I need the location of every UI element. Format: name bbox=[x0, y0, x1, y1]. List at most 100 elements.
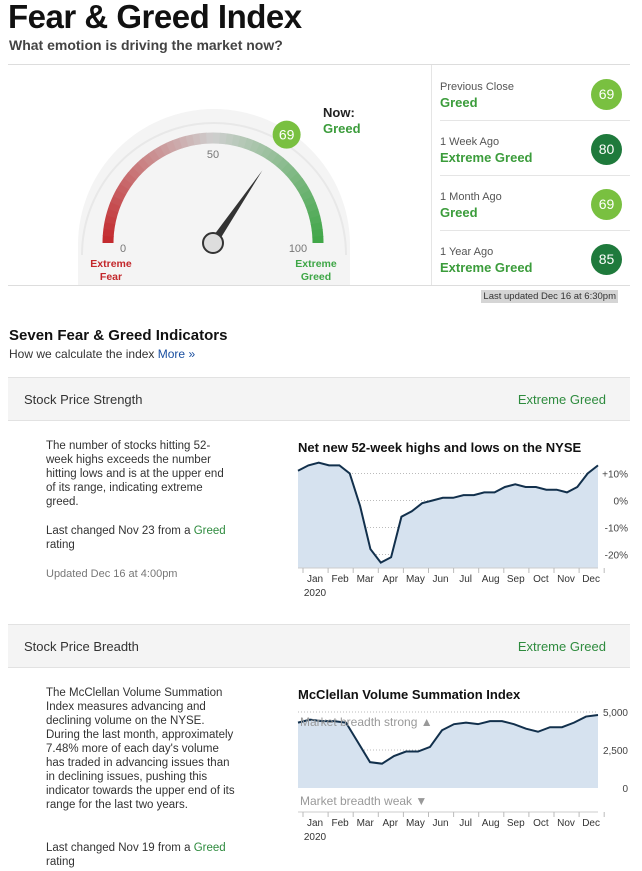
chart-x-tick-label: Apr bbox=[383, 574, 399, 585]
extreme-fear-label-1: Extreme bbox=[90, 258, 132, 270]
last-changed-rating: Greed bbox=[193, 525, 226, 537]
chart-x-tick-label: Sep bbox=[507, 574, 525, 585]
fear-greed-hero: 0 50 100 Extreme Fear Extreme Greed 69 N… bbox=[8, 64, 630, 286]
gauge-arc-segment bbox=[119, 177, 133, 190]
gauge-arc-segment bbox=[260, 146, 273, 160]
gauge-arc-segment bbox=[178, 135, 189, 149]
gauge-arc-segment bbox=[127, 166, 141, 180]
more-link[interactable]: More » bbox=[157, 347, 196, 361]
gauge-value: 69 bbox=[279, 127, 295, 143]
indicator-description: The McClellan Volume Summation Index mea… bbox=[46, 687, 235, 811]
gauge-arc-segment bbox=[132, 161, 146, 175]
indicator-description: The number of stocks hitting 52-week hig… bbox=[46, 440, 224, 508]
gauge-arc-segment bbox=[281, 162, 295, 176]
gauge-arc-segment bbox=[285, 167, 299, 181]
extreme-fear-label-2: Fear bbox=[100, 271, 122, 283]
indicator-last-changed: Last changed Nov 19 from a Greed rating bbox=[46, 841, 236, 869]
chart-series-line bbox=[297, 714, 599, 765]
chart-x-tick-label: Jul bbox=[459, 574, 472, 585]
chart-x-tick-label: Jun bbox=[432, 574, 448, 585]
indicator-name: Stock Price Strength bbox=[24, 392, 143, 407]
extreme-greed-label-1: Extreme bbox=[295, 258, 337, 270]
history-rating: Greed bbox=[440, 205, 478, 220]
chart-x-tick-label: Feb bbox=[331, 574, 349, 585]
gauge-arc-segment bbox=[243, 137, 255, 151]
gauge-arc-segment bbox=[237, 135, 248, 149]
indicator-header-stock-price-strength[interactable]: Stock Price Strength Extreme Greed bbox=[8, 377, 630, 421]
chart-x-tick-label: Dec bbox=[582, 574, 600, 585]
chart-top-note: Market breadth strong ▲ bbox=[300, 715, 433, 729]
chart-x-tick-label: Oct bbox=[533, 818, 549, 829]
gauge-arc-segment bbox=[172, 137, 183, 151]
history-score-badge: 69 bbox=[591, 189, 622, 220]
gauge-arc-segment bbox=[289, 172, 303, 186]
gauge-tick-100: 100 bbox=[289, 243, 307, 255]
chart-y-tick-label: -10% bbox=[605, 524, 628, 535]
indicators-how-text: How we calculate the index bbox=[9, 347, 155, 361]
gauge-arc-segment bbox=[165, 140, 177, 153]
chart-x-tick-label: Mar bbox=[357, 818, 375, 829]
page-subtitle: What emotion is driving the market now? bbox=[9, 37, 283, 53]
history-rating: Extreme Greed bbox=[440, 150, 533, 165]
last-changed-text: Last changed Nov 23 from a bbox=[46, 525, 191, 537]
gauge-arc-segment bbox=[102, 228, 115, 237]
gauge-arc-segment bbox=[231, 134, 242, 147]
indicators-section-title: Seven Fear & Greed Indicators bbox=[9, 327, 228, 344]
history-previous-close: Previous Close Greed 69 bbox=[440, 67, 630, 121]
gauge-arc-segment bbox=[309, 215, 322, 226]
chart-x-tick-label: Sep bbox=[507, 818, 525, 829]
indicator-updated: Updated Dec 16 at 4:00pm bbox=[46, 568, 178, 580]
gauge-arc-segment bbox=[153, 145, 166, 160]
extreme-greed-label-2: Greed bbox=[301, 271, 331, 283]
chart-bottom-note: Market breadth weak ▼ bbox=[300, 794, 427, 808]
gauge-arc-segment bbox=[276, 157, 290, 171]
gauge-arc-segment bbox=[311, 229, 324, 238]
gauge-plate bbox=[78, 109, 350, 285]
chart-x-tick-label: Jun bbox=[432, 818, 448, 829]
needle-pointer bbox=[209, 170, 263, 246]
chart-x-tick-label: May bbox=[406, 818, 425, 829]
gauge-arc-segment bbox=[110, 195, 124, 207]
history-score-badge: 69 bbox=[591, 79, 622, 110]
chart-x-tick-label: Nov bbox=[557, 574, 575, 585]
chart-x-tick-label: Jan bbox=[307, 818, 323, 829]
history-rating: Extreme Greed bbox=[440, 260, 533, 275]
gauge-tick-50: 50 bbox=[207, 149, 219, 161]
gauge-arc-segment bbox=[303, 195, 316, 207]
history-1-week-ago: 1 Week Ago Extreme Greed 80 bbox=[440, 122, 630, 176]
chart-year-label: 2020 bbox=[304, 832, 327, 843]
chart-y-tick-label: -20% bbox=[605, 551, 628, 562]
history-label: 1 Month Ago bbox=[440, 191, 502, 203]
gauge-arc-segment bbox=[103, 221, 116, 231]
gauge-arc-segment bbox=[192, 133, 202, 146]
hero-divider bbox=[431, 65, 432, 285]
chart-title: McClellan Volume Summation Index bbox=[298, 687, 521, 702]
indicator-header-stock-price-breadth[interactable]: Stock Price Breadth Extreme Greed bbox=[8, 624, 630, 668]
chart-x-tick-label: Apr bbox=[383, 818, 399, 829]
gauge-arc-segment bbox=[219, 132, 228, 145]
last-changed-suffix: rating bbox=[46, 856, 75, 868]
gauge-tick-0: 0 bbox=[120, 243, 126, 255]
gauge-arc-segment bbox=[104, 214, 117, 225]
chart-y-tick-label: 2,500 bbox=[603, 746, 628, 757]
indicator-name: Stock Price Breadth bbox=[24, 639, 139, 654]
history-rating: Greed bbox=[440, 95, 478, 110]
indicator-rating: Extreme Greed bbox=[517, 639, 606, 654]
needle-hub bbox=[202, 232, 224, 254]
gauge-arc-segment bbox=[185, 134, 196, 147]
page-title: Fear & Greed Index bbox=[8, 0, 302, 35]
gauge-rim bbox=[81, 122, 347, 256]
last-changed-rating: Greed bbox=[193, 842, 226, 854]
chart-y-tick-label: 5,000 bbox=[603, 708, 628, 719]
gauge-arc-segment bbox=[123, 172, 137, 185]
chart-x-tick-label: Jan bbox=[307, 574, 323, 585]
gauge-arc-segment bbox=[148, 149, 161, 163]
chart-series-line bbox=[297, 461, 599, 564]
gauge-arc-segment bbox=[305, 202, 319, 213]
gauge-arc-segment bbox=[159, 142, 172, 156]
chart-y-tick-label: 0% bbox=[614, 497, 629, 508]
history-score-badge: 85 bbox=[591, 244, 622, 275]
history-label: 1 Year Ago bbox=[440, 246, 494, 258]
chart-x-tick-label: Dec bbox=[582, 818, 600, 829]
indicators-section-subtitle: How we calculate the index More » bbox=[9, 347, 195, 361]
